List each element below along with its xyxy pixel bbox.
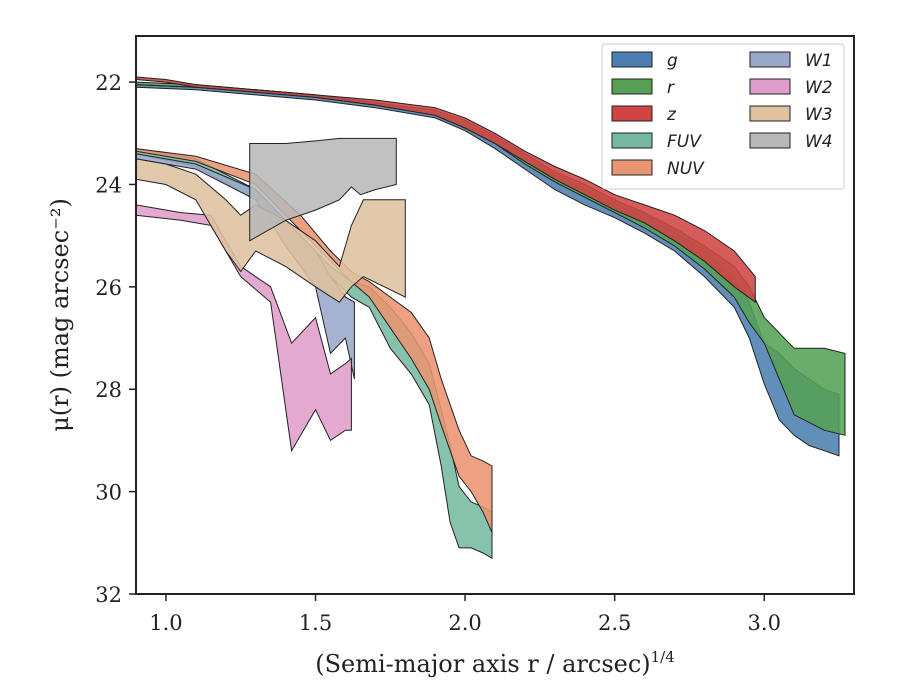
legend-swatch-w1: [749, 51, 791, 68]
x-tick-label: 2.5: [598, 611, 631, 635]
band-w3: [136, 158, 406, 303]
x-tick-label: 3.0: [748, 611, 781, 635]
legend-swatch-z: [611, 105, 653, 122]
y-tick-label: 26: [95, 276, 122, 300]
x-axis-title-superscript: 1/4: [651, 648, 675, 666]
legend-swatch-w3: [749, 105, 791, 122]
y-tick-label: 32: [95, 583, 122, 607]
legend-label-r: r: [667, 78, 675, 98]
legend-swatch-r: [611, 78, 653, 95]
legend: grz FUV NUV W1 W2 W3 W4: [601, 43, 845, 190]
legend-label-fuv: FUV: [667, 132, 702, 152]
y-tick-label: 24: [95, 173, 122, 197]
legend-swatch-nuv: [611, 159, 653, 176]
y-tick-label: 22: [95, 71, 122, 95]
x-tick-label: 2.0: [448, 611, 481, 635]
x-axis: 1.0 1.5 2.0 2.5 3.0: [149, 594, 781, 635]
legend-label-w4: W4: [805, 132, 833, 152]
legend-swatch-w4: [749, 132, 791, 149]
band-z: [136, 76, 756, 304]
x-tick-label: 1.0: [149, 611, 182, 635]
legend-swatch-w2: [749, 78, 791, 95]
y-tick-label: 30: [95, 481, 122, 505]
legend-label-nuv: NUV: [667, 159, 705, 179]
plot-frame: [135, 35, 855, 595]
legend-label-w2: W2: [805, 78, 833, 98]
x-axis-title: (Semi-major axis r / arcsec)1/4: [315, 648, 675, 678]
legend-swatch-g: [611, 51, 653, 68]
band-layer: [136, 76, 846, 560]
y-axis-title: μ(r) (mag arcsec⁻²): [46, 198, 74, 432]
legend-label-g: g: [667, 51, 678, 71]
legend-label-z: z: [666, 105, 677, 125]
legend-label-w3: W3: [805, 105, 833, 125]
y-tick-label: 28: [95, 378, 122, 402]
legend-swatch-fuv: [611, 132, 653, 149]
y-axis: 22 24 26 28 30 32: [95, 71, 136, 607]
x-tick-label: 1.5: [299, 611, 332, 635]
legend-label-w1: W1: [805, 51, 833, 71]
band-w4: [249, 137, 397, 242]
